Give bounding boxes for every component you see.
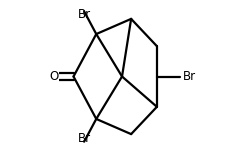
Text: Br: Br (78, 8, 91, 21)
Text: O: O (49, 70, 59, 83)
Text: Br: Br (78, 132, 91, 145)
Text: Br: Br (183, 70, 196, 83)
